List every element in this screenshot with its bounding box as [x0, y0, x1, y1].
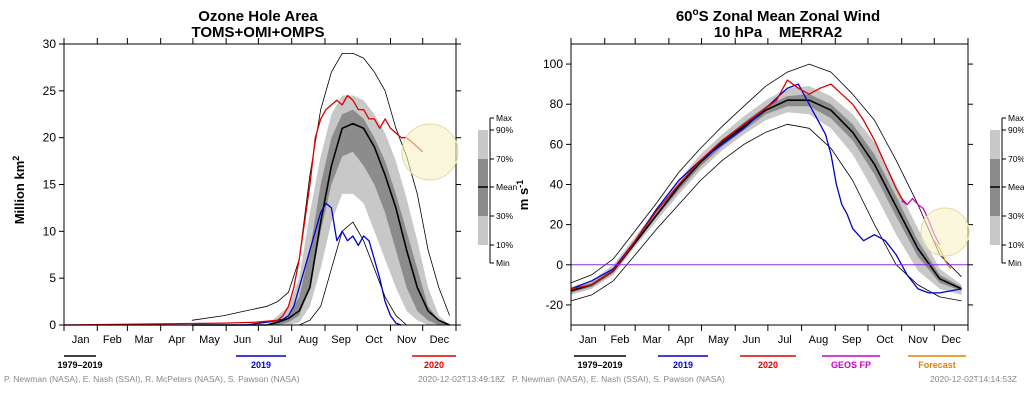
month-label: Feb — [610, 334, 629, 346]
credit-text: P. Newman (NASA), E. Nash (SSAI), R. McP… — [4, 374, 300, 384]
y-tick-label: 0 — [556, 258, 563, 272]
title-deg-prefix: 60 — [676, 8, 693, 25]
month-label: Jan — [72, 334, 90, 346]
ozone-hole-chart: Ozone Hole Area TOMS+OMI+OMPS Million km… — [4, 8, 518, 384]
month-label: Aug — [299, 334, 319, 346]
month-label: Nov — [397, 334, 417, 346]
statbar-label: 70% — [1008, 154, 1024, 164]
statbar-label: 10% — [496, 240, 513, 250]
title-rest: S Zonal Mean Zonal Wind — [699, 8, 881, 25]
band-30-70 — [191, 109, 450, 325]
timestamp: 2020-12-02T14:14:53Z — [930, 374, 1017, 384]
y-tick-label: 0 — [49, 318, 56, 332]
month-label: Jun — [743, 334, 761, 346]
y-axis-label-sup: -1 — [515, 180, 525, 188]
y-tick-label: 20 — [550, 218, 564, 232]
credit-text: P. Newman (NASA), E. Nash (SSAI), S. Paw… — [512, 374, 725, 384]
statbar-label: 30% — [1008, 211, 1024, 221]
mean-line — [570, 99, 962, 292]
month-label: Apr — [168, 334, 185, 346]
legend-label: 1979–2019 — [577, 360, 622, 370]
band-10-90 — [571, 86, 962, 295]
statbar-label: 10% — [1008, 240, 1024, 250]
statbar-label: 30% — [496, 211, 513, 221]
y-tick-label: 15 — [43, 178, 57, 192]
month-label: Sep — [331, 334, 351, 346]
y-tick-label: 5 — [49, 271, 56, 285]
highlight-circle — [401, 123, 459, 181]
month-label: Apr — [677, 334, 694, 346]
month-label: May — [199, 334, 220, 346]
month-label: Oct — [876, 334, 893, 346]
month-label: Jul — [268, 334, 282, 346]
month-label: Jul — [778, 334, 792, 346]
series-line-2020 — [63, 94, 424, 326]
y-axis-label: Million km2 — [11, 156, 27, 225]
statbar-label: 90% — [496, 125, 513, 135]
month-label: Jun — [233, 334, 251, 346]
legend-label: 2019 — [673, 360, 693, 370]
chart-subtitle: 10 hPa MERRA2 — [714, 24, 842, 41]
month-label: Oct — [365, 334, 382, 346]
month-label: Jan — [579, 334, 597, 346]
y-axis-label-sup: 2 — [11, 156, 21, 161]
timestamp: 2020-12-02T13:49:18Z — [418, 374, 505, 384]
month-label: Mar — [643, 334, 662, 346]
statbar-label: Max — [1008, 113, 1024, 123]
y-tick-label: 25 — [43, 84, 57, 98]
y-tick-label: 30 — [43, 37, 57, 51]
legend-label: GEOS FP — [831, 360, 871, 370]
y-tick-label: 20 — [43, 131, 57, 145]
month-label: Sep — [842, 334, 862, 346]
y-tick-label: 100 — [543, 57, 563, 71]
y-tick-label: 40 — [550, 178, 564, 192]
y-tick-label: 80 — [550, 97, 564, 111]
month-label: Dec — [430, 334, 450, 346]
statbar-label: Max — [496, 113, 513, 123]
statbar-label: 90% — [1008, 125, 1024, 135]
month-label: Mar — [135, 334, 154, 346]
chart-title: 60oS Zonal Mean Zonal Wind — [676, 7, 880, 25]
legend-label: 2020 — [758, 360, 778, 370]
y-axis-label-text: m s — [516, 188, 531, 210]
max-line — [191, 53, 450, 321]
chart-title: Ozone Hole Area — [198, 8, 318, 25]
statbar-label: Mean — [496, 182, 518, 192]
month-label: Feb — [103, 334, 122, 346]
legend-label: 1979–2019 — [57, 360, 102, 370]
legend-label: 2020 — [424, 360, 444, 370]
month-label: Dec — [941, 334, 961, 346]
statbar-label: Min — [496, 258, 510, 268]
month-label: May — [708, 334, 729, 346]
max-line — [570, 63, 962, 284]
y-tick-label: -20 — [546, 298, 564, 312]
legend-label: 2019 — [251, 360, 271, 370]
statbar-label: Min — [1008, 258, 1022, 268]
y-axis-label-text: Million km — [12, 161, 27, 225]
month-label: Nov — [908, 334, 928, 346]
mean-line — [191, 122, 450, 326]
highlight-circle — [920, 207, 970, 257]
y-tick-label: 10 — [43, 224, 57, 238]
series-line-2019 — [64, 202, 402, 326]
statbar-label: 70% — [496, 154, 513, 164]
chart-subtitle: TOMS+OMI+OMPS — [191, 24, 324, 41]
month-label: Aug — [809, 334, 829, 346]
title-deg-sup: o — [693, 7, 699, 18]
series-line-2019 — [570, 83, 962, 294]
y-tick-label: 60 — [550, 137, 564, 151]
legend-label: Forecast — [918, 360, 956, 370]
statbar-label: Mean — [1008, 182, 1024, 192]
series-line-2020 — [570, 79, 908, 290]
zonal-wind-chart: 60oS Zonal Mean Zonal Wind 10 hPa MERRA2… — [512, 7, 1024, 384]
y-axis-label: m s-1 — [515, 180, 531, 210]
band-30-70 — [571, 94, 962, 293]
